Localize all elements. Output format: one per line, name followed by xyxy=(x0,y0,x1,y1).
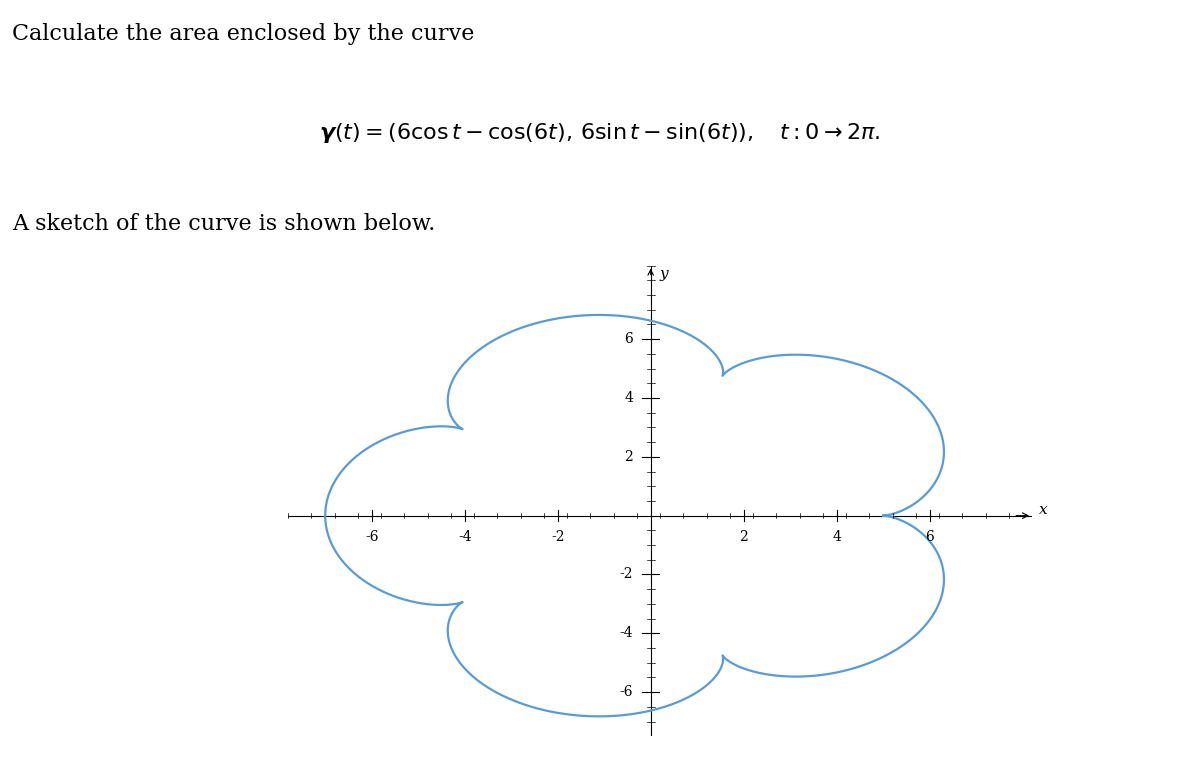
Text: -6: -6 xyxy=(365,530,378,543)
Text: -4: -4 xyxy=(619,626,634,641)
Text: $\boldsymbol{\gamma}(t) = (6\cos t - \cos(6t),\, 6\sin t - \sin(6t)), \quad t : : $\boldsymbol{\gamma}(t) = (6\cos t - \co… xyxy=(319,121,881,146)
Text: 2: 2 xyxy=(624,450,634,464)
Text: A sketch of the curve is shown below.: A sketch of the curve is shown below. xyxy=(12,213,436,235)
Text: 6: 6 xyxy=(624,332,634,346)
Text: -6: -6 xyxy=(619,685,634,699)
Text: -4: -4 xyxy=(458,530,472,543)
Text: y: y xyxy=(660,267,668,281)
Text: 4: 4 xyxy=(624,391,634,405)
Text: 4: 4 xyxy=(833,530,841,543)
Text: -2: -2 xyxy=(551,530,564,543)
Text: Calculate the area enclosed by the curve: Calculate the area enclosed by the curve xyxy=(12,23,474,45)
Text: -2: -2 xyxy=(619,568,634,581)
Text: x: x xyxy=(1039,502,1048,517)
Text: 2: 2 xyxy=(739,530,748,543)
Text: 6: 6 xyxy=(925,530,934,543)
